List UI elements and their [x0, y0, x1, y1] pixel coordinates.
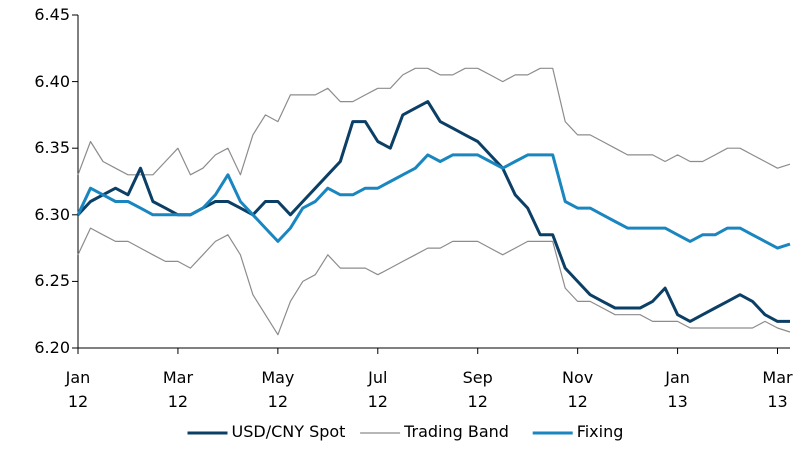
x-tick-label: May 12: [261, 368, 295, 411]
y-tick-label: 6.40: [34, 71, 70, 91]
legend-label: Trading Band: [404, 422, 509, 441]
x-tick-label: Jul 12: [367, 368, 388, 411]
y-tick-label: 6.45: [34, 5, 70, 24]
series-line: [76, 100, 790, 323]
legend-label: USD/CNY Spot: [231, 422, 346, 441]
y-tick-label: 6.35: [34, 138, 70, 158]
x-tick-label: Jan 12: [65, 368, 91, 411]
y-tick-label: 6.20: [34, 338, 70, 357]
legend-label: Fixing: [576, 422, 624, 441]
x-tick-label: Jan 13: [665, 368, 690, 411]
series-line: [76, 153, 791, 250]
x-tick-label: Mar 13: [762, 368, 793, 411]
series-line-lower: [77, 227, 791, 336]
series-line: [77, 67, 791, 176]
y-tick-label: 6.25: [34, 271, 70, 291]
x-tick-label: Sep 12: [462, 368, 493, 411]
x-tick-label: Nov 12: [562, 368, 594, 411]
x-tick-label: Mar 12: [162, 368, 194, 411]
y-tick-label: 6.30: [34, 204, 70, 224]
